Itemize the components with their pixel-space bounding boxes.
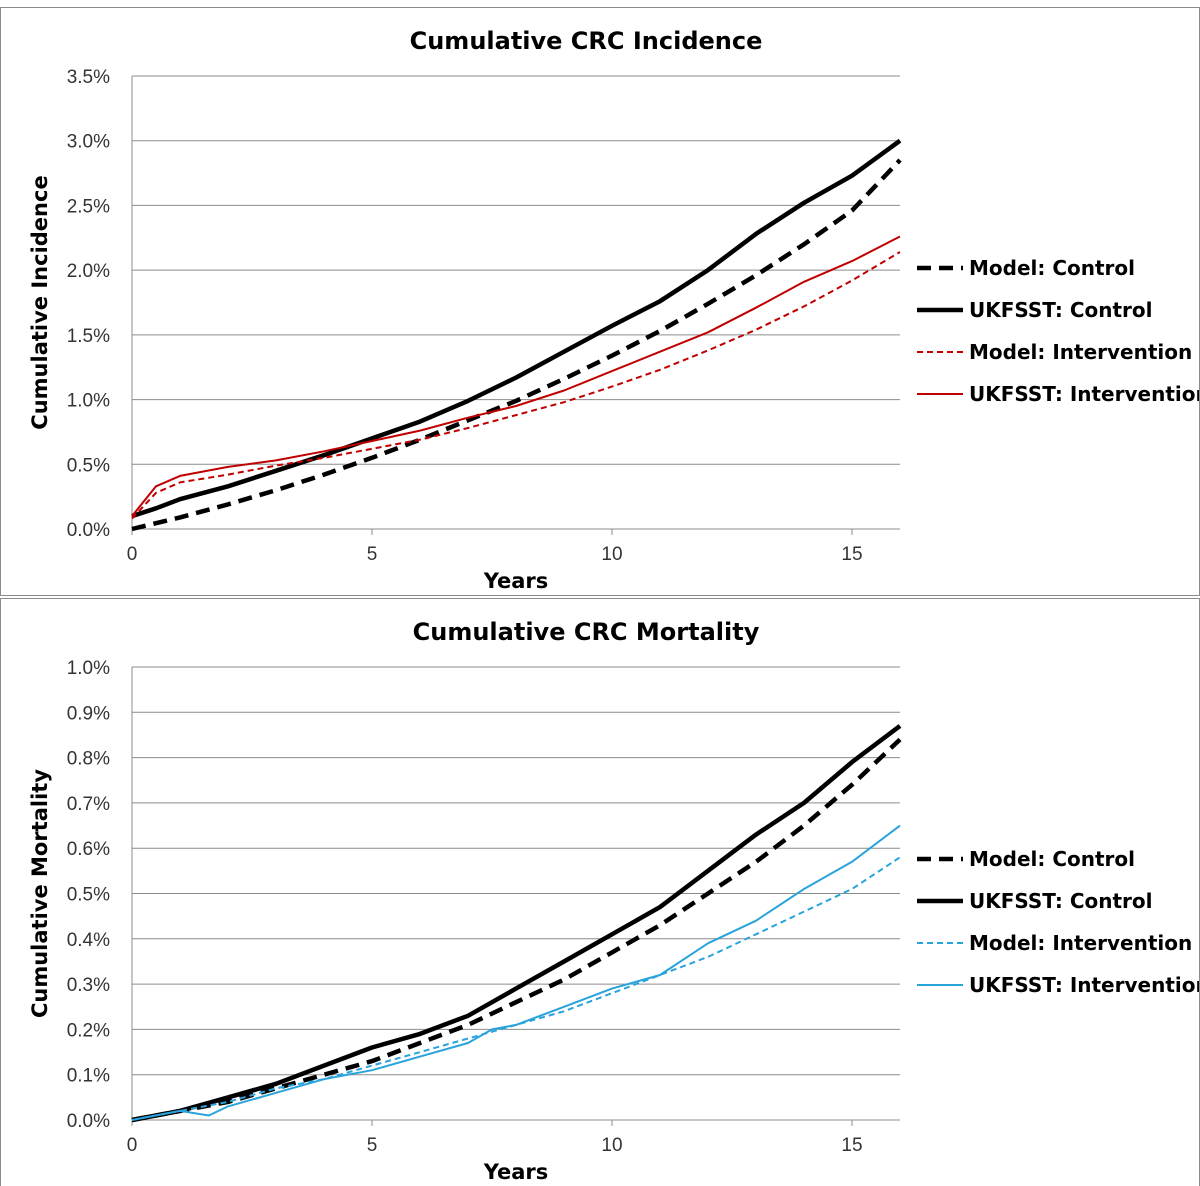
x-tick-label: 5 xyxy=(367,1135,378,1156)
y-tick-label: 0.2% xyxy=(67,1020,110,1041)
x-tick-label: 0 xyxy=(127,1135,138,1156)
y-axis-title: Cumulative Incidence xyxy=(28,175,52,429)
legend-label: UKFSST: Intervention xyxy=(969,382,1199,406)
y-tick-label: 0.9% xyxy=(67,703,110,724)
legend-label: Model: Control xyxy=(969,256,1135,280)
x-tick-label: 5 xyxy=(367,544,378,565)
y-tick-label: 0.0% xyxy=(67,520,110,541)
y-tick-label: 1.0% xyxy=(67,658,110,679)
x-tick-label: 10 xyxy=(601,544,622,565)
legend-label: Model: Intervention xyxy=(969,931,1192,955)
y-tick-label: 0.7% xyxy=(67,794,110,815)
series-line-0 xyxy=(131,737,902,1123)
legend-label: UKFSST: Intervention xyxy=(969,973,1199,997)
y-tick-label: 3.0% xyxy=(67,132,110,153)
x-tick-label: 15 xyxy=(841,1135,862,1156)
chart-title: Cumulative CRC Mortality xyxy=(413,618,760,646)
legend-label: Model: Intervention xyxy=(969,340,1192,364)
x-tick-label: 0 xyxy=(127,544,138,565)
y-tick-label: 0.5% xyxy=(67,455,110,476)
x-tick-label: 15 xyxy=(841,544,862,565)
y-tick-label: 1.5% xyxy=(67,326,110,347)
series-line-2 xyxy=(131,251,901,520)
y-tick-label: 0.6% xyxy=(67,839,110,860)
y-tick-label: 2.5% xyxy=(67,196,110,217)
y-tick-label: 0.5% xyxy=(67,885,110,906)
legend-label: UKFSST: Control xyxy=(969,298,1153,322)
x-axis-title: Years xyxy=(483,569,549,593)
y-tick-label: 3.5% xyxy=(67,67,110,88)
y-tick-label: 2.0% xyxy=(67,261,110,282)
y-tick-label: 0.4% xyxy=(67,930,110,951)
chart-mortality: Cumulative CRC Mortality 0.0% 0.1% 0.2% 0.3%… xyxy=(0,598,1200,1186)
y-tick-label: 0.0% xyxy=(67,1111,110,1132)
series-line-3 xyxy=(131,235,901,517)
legend-label: UKFSST: Control xyxy=(969,889,1153,913)
chart-incidence: Cumulative CRC Incidence 0.0% 0.5% 1.0% 1.5%… xyxy=(0,7,1200,596)
x-tick-label: 10 xyxy=(601,1135,622,1156)
y-axis-title: Cumulative Mortality xyxy=(28,769,52,1018)
y-tick-label: 0.8% xyxy=(67,749,110,770)
y-tick-label: 0.1% xyxy=(67,1066,110,1087)
y-tick-label: 0.3% xyxy=(67,975,110,996)
chart-title: Cumulative CRC Incidence xyxy=(410,27,763,55)
series-line-3 xyxy=(131,824,901,1121)
chart-incidence-svg: Cumulative CRC Incidence 0.0% 0.5% 1.0% 1.5%… xyxy=(28,27,1199,593)
series-line-1 xyxy=(131,138,902,519)
series-line-1 xyxy=(131,724,902,1123)
x-axis-title: Years xyxy=(483,1160,549,1184)
series-line-0 xyxy=(131,158,902,532)
chart-mortality-svg: Cumulative CRC Mortality 0.0% 0.1% 0.2% 0.3%… xyxy=(28,618,1199,1184)
legend-label: Model: Control xyxy=(969,847,1135,871)
y-tick-label: 1.0% xyxy=(67,391,110,412)
